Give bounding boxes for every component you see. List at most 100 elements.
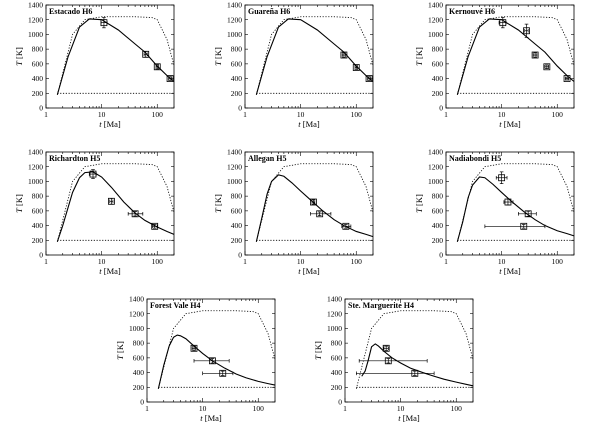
y-axis-unit: [K] (14, 194, 24, 208)
y-tick-label: 200 (32, 89, 44, 98)
plot-frame (244, 4, 374, 109)
data-point (365, 75, 373, 82)
y-tick-label: 0 (439, 251, 443, 260)
dotted-curve (456, 16, 575, 95)
y-tick-label: 800 (133, 339, 145, 348)
plot-frame (445, 151, 575, 256)
y-tick-label: 0 (39, 251, 43, 260)
x-axis: 1 10 100 (44, 5, 175, 119)
y-axis-symbol: T (414, 60, 424, 66)
x-tick-label: 100 (552, 110, 564, 119)
subplot-7: 0 200 400 600 800 1000 1200 1400 1 10 100 t [Ma] T [… (115, 295, 276, 423)
y-axis-symbol: T (14, 207, 24, 213)
square-marker (310, 198, 317, 206)
subplot-1: 0 200 400 600 800 1000 1200 1400 1 10 100 t [Ma] T [… (14, 1, 175, 129)
y-tick-label: 1000 (227, 177, 242, 186)
x-tick-label: 100 (152, 257, 164, 266)
y-axis-symbol: T (313, 354, 323, 360)
data-point (523, 23, 530, 38)
data-point (518, 210, 537, 218)
y-axis: 0 200 400 600 800 1000 1200 1400 (428, 1, 574, 113)
y-axis-unit: [K] (115, 341, 125, 355)
y-tick-label: 200 (432, 236, 444, 245)
y-axis-label: T [K] (14, 47, 24, 66)
x-axis-unit: [Ma] (301, 119, 320, 129)
data-point (108, 197, 115, 205)
data-point (498, 17, 507, 29)
x-tick-label: 10 (498, 110, 506, 119)
square-marker (340, 51, 348, 59)
square-marker (365, 75, 373, 82)
y-axis: 0 200 400 600 800 1000 1200 1400 (28, 1, 174, 113)
data-point (543, 63, 551, 71)
y-axis: 0 200 400 600 800 1000 1200 1400 (227, 1, 373, 113)
square-marker (531, 51, 539, 59)
data-point (340, 51, 348, 59)
y-tick-label: 200 (231, 236, 243, 245)
model-curve (255, 18, 374, 95)
data-point (563, 75, 571, 82)
data-point (484, 222, 546, 230)
x-tick-label: 10 (297, 110, 305, 119)
x-tick-label: 1 (444, 110, 448, 119)
y-tick-label: 400 (231, 74, 243, 83)
model-curve (456, 18, 575, 95)
subplot-5: 0 200 400 600 800 1000 1200 1400 1 10 100 t [Ma] T [… (213, 148, 374, 276)
y-tick-label: 800 (32, 192, 44, 201)
model-curve (56, 171, 175, 242)
plot-frame (445, 4, 575, 109)
model-curve (157, 334, 276, 389)
y-tick-label: 0 (338, 398, 342, 407)
y-axis-symbol: T (115, 354, 125, 360)
y-tick-label: 600 (32, 59, 44, 68)
x-tick-label: 100 (351, 257, 363, 266)
data-point (166, 75, 174, 82)
y-tick-label: 1200 (428, 15, 443, 24)
y-tick-label: 0 (238, 251, 242, 260)
y-tick-label: 1200 (327, 309, 342, 318)
data-point (193, 357, 230, 365)
y-tick-label: 0 (439, 104, 443, 113)
x-tick-label: 10 (397, 404, 405, 413)
y-tick-label: 800 (231, 192, 243, 201)
square-marker (153, 63, 161, 71)
dotted-curve (255, 16, 374, 95)
subplot-3: 0 200 400 600 800 1000 1200 1400 1 10 100 t [Ma] T [… (414, 1, 575, 129)
y-axis-unit: [K] (414, 47, 424, 61)
data-point (356, 369, 435, 377)
x-axis-unit: [Ma] (102, 119, 121, 129)
data-point (151, 222, 159, 230)
x-tick-label: 10 (297, 257, 305, 266)
y-tick-label: 1400 (428, 1, 443, 10)
x-axis-symbol: t (298, 119, 301, 129)
square-marker (316, 210, 324, 218)
x-axis: 1 10 100 (243, 5, 374, 119)
square-marker (504, 198, 512, 206)
y-tick-label: 600 (133, 353, 145, 362)
x-axis-unit: [Ma] (502, 266, 521, 276)
data-point (153, 63, 161, 71)
data-point (100, 17, 108, 29)
square-marker (100, 19, 108, 27)
y-tick-label: 1000 (327, 324, 342, 333)
square-marker (131, 210, 139, 218)
dotted-curve (355, 310, 474, 389)
y-axis: 0 200 400 600 800 1000 1200 1400 (428, 148, 574, 260)
square-marker (382, 344, 390, 352)
model-curve (255, 174, 374, 242)
x-axis-label: t [Ma] (499, 119, 521, 129)
x-axis-unit: [Ma] (301, 266, 320, 276)
x-axis: 1 10 100 (243, 152, 374, 266)
x-axis-label: t [Ma] (99, 266, 121, 276)
dotted-curve (456, 163, 575, 242)
y-tick-label: 600 (331, 353, 343, 362)
y-axis-label: T [K] (115, 341, 125, 360)
square-marker (563, 75, 571, 82)
y-tick-label: 1200 (129, 309, 144, 318)
x-axis-unit: [Ma] (102, 266, 121, 276)
x-axis: 1 10 100 (44, 152, 175, 266)
x-axis-label: t [Ma] (298, 266, 320, 276)
y-tick-label: 1400 (428, 148, 443, 157)
data-point (352, 64, 360, 71)
